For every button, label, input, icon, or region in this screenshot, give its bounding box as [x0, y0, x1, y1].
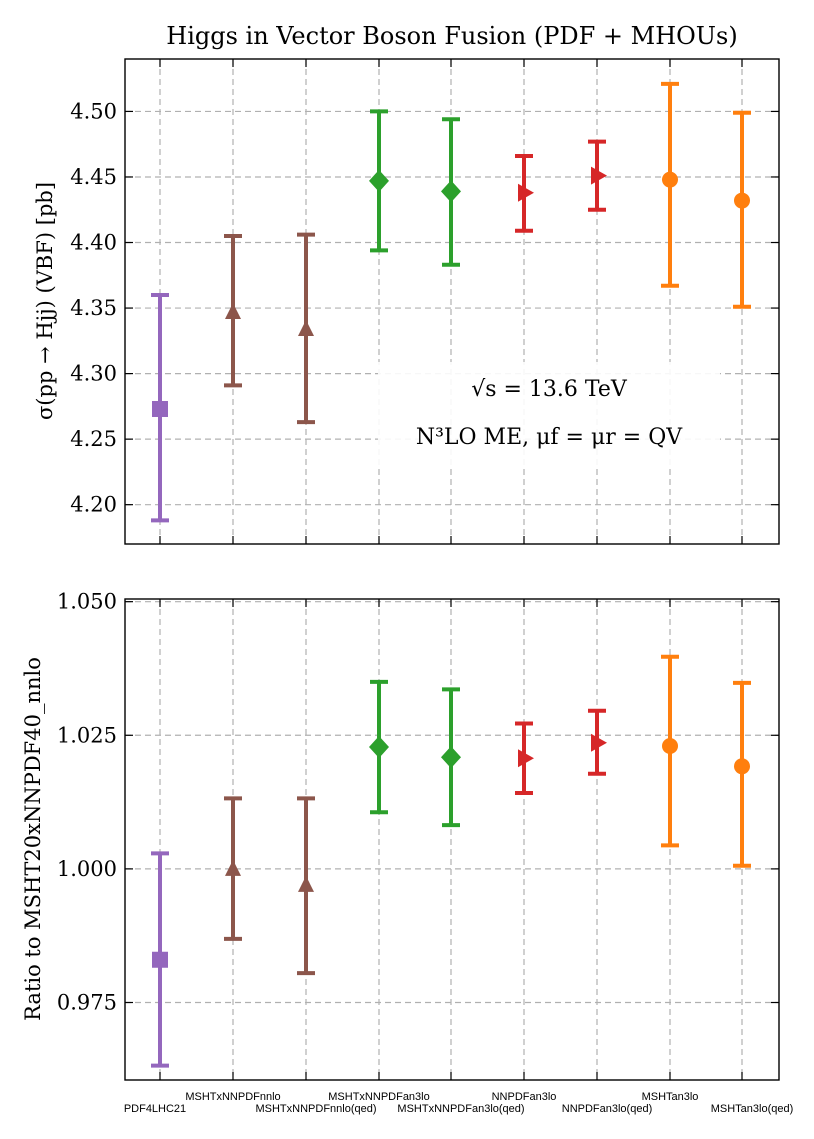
diamond-marker: [369, 736, 389, 759]
x-tick-label: MSHTxNNPDFan3lo: [328, 1091, 429, 1103]
annotation-background: [378, 362, 720, 466]
data-point-mshtxnnpdfnnlo: [224, 796, 242, 941]
data-point-nnpdfan3lo-qed: [588, 708, 607, 776]
x-tick-label: PDF4LHC21: [124, 1103, 186, 1115]
top-axis-ticks: [125, 59, 779, 544]
top-y-tick-labels: 4.20 4.25 4.30 4.35 4.40 4.45 4.50: [70, 99, 117, 516]
triangle-up-marker: [298, 875, 314, 892]
diamond-marker: [441, 746, 461, 769]
data-point-mshtan3lo-qed: [733, 110, 751, 309]
bottom-gridlines: [125, 599, 779, 1080]
top-y-axis-label: σ(pp → Hjj) (VBF) [pb]: [33, 182, 57, 420]
data-point-mshtan3lo: [661, 654, 679, 848]
data-point-mshtxnnpdfnnlo-qed: [297, 796, 315, 976]
y-tick-label: 1.050: [57, 590, 117, 614]
circle-marker: [662, 171, 678, 188]
y-tick-label: 0.975: [57, 991, 117, 1015]
diamond-marker: [441, 180, 461, 203]
square-marker: [152, 951, 168, 968]
x-tick-label: MSHTxNNPDFan3lo(qed): [397, 1103, 524, 1115]
x-tick-label: NNPDFan3lo: [492, 1091, 557, 1103]
data-point-pdf4lhc21: [151, 851, 169, 1068]
y-tick-label: 4.25: [70, 427, 117, 451]
annotation-scale-choice: N³LO ME, μf = μr = QV: [416, 425, 683, 450]
data-point-mshtan3lo-qed: [733, 680, 751, 868]
triangle-right-marker: [591, 733, 607, 752]
x-tick-labels: PDF4LHC21MSHTxNNPDFnnloMSHTxNNPDFnnlo(qe…: [124, 1091, 793, 1115]
data-point-mshtxnnpdfan3lo-qed: [441, 687, 461, 828]
bottom-y-tick-labels: 0.975 1.000 1.025 1.050: [57, 590, 117, 1015]
y-tick-label: 4.40: [70, 231, 117, 255]
y-tick-label: 1.000: [57, 857, 117, 881]
data-point-nnpdfan3lo: [515, 721, 534, 796]
data-point-mshtxnnpdfan3lo: [369, 109, 389, 253]
x-tick-label: MSHTxNNPDFnnlo: [185, 1091, 280, 1103]
x-tick-label: MSHTan3lo: [642, 1091, 699, 1103]
x-tick-label: MSHTxNNPDFnnlo(qed): [255, 1103, 376, 1115]
y-tick-label: 4.30: [70, 362, 117, 386]
data-point-nnpdfan3lo: [515, 154, 534, 233]
y-tick-label: 4.35: [70, 296, 117, 320]
triangle-right-marker: [591, 166, 607, 185]
circle-marker: [662, 737, 678, 754]
top-plot-frame: [124, 58, 780, 545]
y-tick-label: 4.50: [70, 99, 117, 123]
annotation-energy: √s = 13.6 TeV: [471, 377, 628, 402]
y-tick-label: 4.20: [70, 493, 117, 517]
data-point-pdf4lhc21: [151, 292, 169, 523]
top-data-points: [151, 81, 751, 523]
data-point-mshtxnnpdfnnlo-qed: [297, 232, 315, 425]
triangle-right-marker: [518, 749, 534, 768]
triangle-up-marker: [225, 859, 241, 876]
square-marker: [152, 400, 168, 417]
diamond-marker: [369, 169, 389, 192]
triangle-right-marker: [518, 183, 534, 202]
data-point-mshtxnnpdfan3lo: [369, 679, 389, 815]
x-tick-label: MSHTan3lo(qed): [711, 1103, 794, 1115]
chart-title: Higgs in Vector Boson Fusion (PDF + MHOU…: [166, 22, 737, 50]
data-point-mshtxnnpdfnnlo: [224, 233, 242, 388]
y-tick-label: 4.45: [70, 165, 117, 189]
x-tick-label: NNPDFan3lo(qed): [562, 1103, 652, 1115]
bottom-plot-frame: [124, 598, 780, 1081]
triangle-up-marker: [225, 302, 241, 319]
y-tick-label: 1.025: [57, 723, 117, 747]
circle-marker: [734, 192, 750, 209]
circle-marker: [734, 758, 750, 775]
data-point-mshtan3lo: [661, 81, 679, 288]
data-point-mshtxnnpdfan3lo-qed: [441, 117, 461, 267]
top-annotation-box: √s = 13.6 TeV N³LO ME, μf = μr = QV: [378, 362, 720, 466]
bottom-y-axis-label: Ratio to MSHT20xNNPDF40_nnlo: [21, 657, 45, 1021]
triangle-up-marker: [298, 320, 314, 337]
data-point-nnpdfan3lo-qed: [588, 139, 607, 212]
bottom-data-points: [151, 654, 751, 1068]
bottom-axis-ticks: [125, 599, 779, 1080]
